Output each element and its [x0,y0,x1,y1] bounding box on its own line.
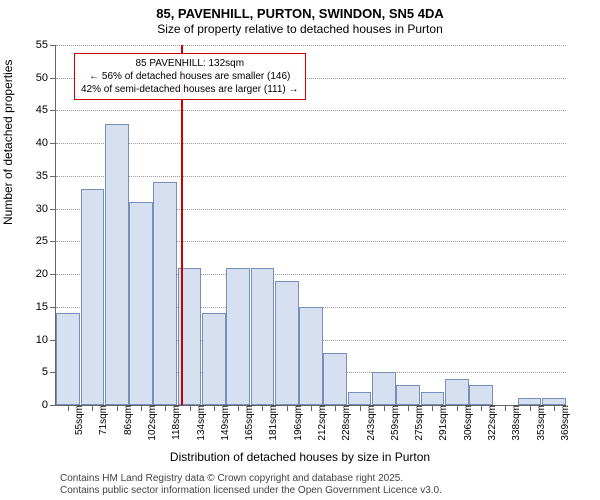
x-tick [238,405,239,411]
x-tick [384,405,385,411]
gridline [56,176,566,177]
y-axis-label: Number of detached properties [1,60,15,225]
bar [105,124,129,405]
x-tick [262,405,263,411]
x-tick-label: 118sqm [171,405,182,440]
x-tick [554,405,555,411]
x-tick-label: 71sqm [98,405,109,435]
bar [372,372,396,405]
x-tick [141,405,142,411]
y-tick-label: 40 [36,137,56,149]
bar [226,268,250,405]
annotation-box: 85 PAVENHILL: 132sqm← 56% of detached ho… [74,53,306,100]
plot-area: 051015202530354045505555sqm71sqm86sqm102… [55,45,566,406]
x-tick [117,405,118,411]
footnote-2: Contains public sector information licen… [60,485,442,496]
x-tick [481,405,482,411]
x-tick-label: 134sqm [196,405,207,441]
x-axis-label: Distribution of detached houses by size … [0,450,600,464]
gridline [56,45,566,46]
x-tick [408,405,409,411]
bar [251,268,275,405]
x-tick [311,405,312,411]
x-tick-label: 165sqm [244,405,255,441]
y-tick-label: 10 [36,334,56,346]
x-tick-label: 196sqm [293,405,304,441]
x-tick-label: 149sqm [220,405,231,441]
x-tick-label: 181sqm [268,405,279,441]
x-tick [335,405,336,411]
bar [129,202,153,405]
y-tick-label: 15 [36,301,56,313]
x-tick-label: 291sqm [438,405,449,441]
x-tick [92,405,93,411]
x-tick-label: 306sqm [463,405,474,441]
bar [202,313,226,405]
y-tick-label: 35 [36,170,56,182]
x-tick [505,405,506,411]
x-tick-label: 212sqm [317,405,328,441]
x-tick [190,405,191,411]
bar [348,392,372,405]
x-tick-label: 243sqm [366,405,377,441]
bar [299,307,323,405]
bar [81,189,105,405]
x-tick-label: 322sqm [487,405,498,441]
bar [323,353,347,405]
x-tick-label: 102sqm [147,405,158,441]
footnote-1: Contains HM Land Registry data © Crown c… [60,473,403,484]
x-tick-label: 228sqm [341,405,352,441]
annotation-line-1: 85 PAVENHILL: 132sqm [81,57,299,70]
gridline [56,143,566,144]
y-tick-label: 5 [42,366,56,378]
bar [396,385,420,405]
x-tick [432,405,433,411]
y-tick-label: 20 [36,268,56,280]
bar [153,182,177,405]
bar [445,379,469,405]
x-tick [68,405,69,411]
x-tick-label: 338sqm [511,405,522,441]
bar [275,281,299,405]
chart-container: 85, PAVENHILL, PURTON, SWINDON, SN5 4DA … [0,0,600,500]
bar [421,392,445,405]
x-tick [214,405,215,411]
x-tick-label: 275sqm [414,405,425,441]
x-tick-label: 259sqm [390,405,401,441]
annotation-line-2: ← 56% of detached houses are smaller (14… [81,70,299,83]
bar [469,385,493,405]
y-tick-label: 45 [36,104,56,116]
y-tick-label: 55 [36,39,56,51]
x-tick-label: 86sqm [123,405,134,435]
chart-title: 85, PAVENHILL, PURTON, SWINDON, SN5 4DA [0,6,600,21]
x-tick-label: 369sqm [560,405,571,441]
x-tick-label: 55sqm [74,405,85,435]
annotation-line-3: 42% of semi-detached houses are larger (… [81,83,299,96]
chart-subtitle: Size of property relative to detached ho… [0,22,600,36]
y-tick-label: 25 [36,235,56,247]
y-tick-label: 30 [36,203,56,215]
x-tick [360,405,361,411]
x-tick [457,405,458,411]
x-tick-label: 353sqm [536,405,547,441]
bar [56,313,80,405]
y-tick-label: 0 [42,399,56,411]
x-tick [165,405,166,411]
x-tick [530,405,531,411]
x-tick [287,405,288,411]
gridline [56,110,566,111]
y-tick-label: 50 [36,72,56,84]
